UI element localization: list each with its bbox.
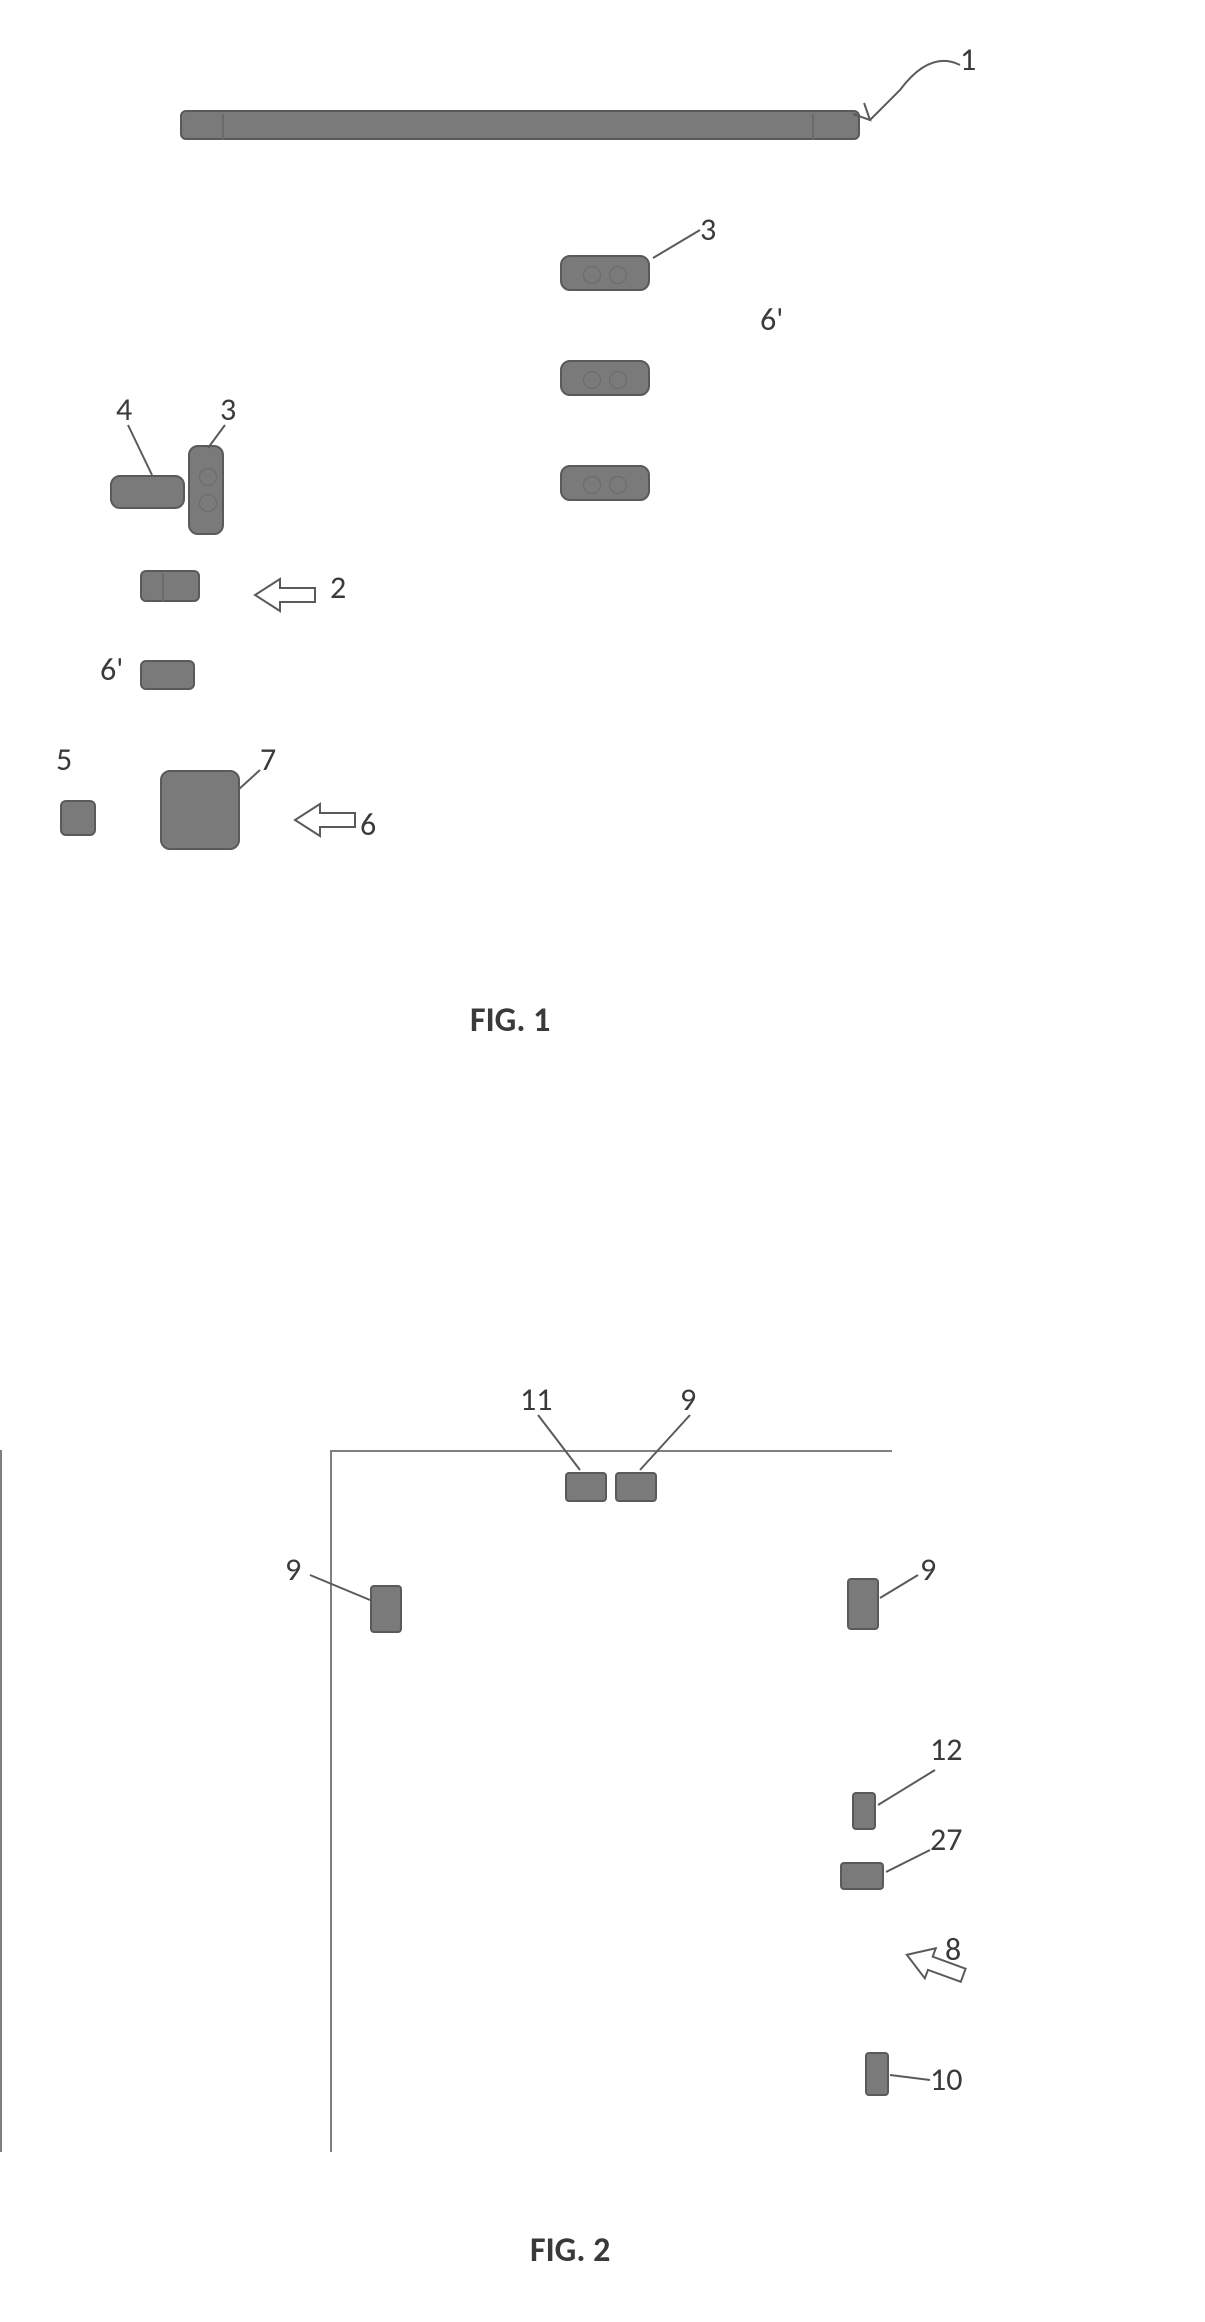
diagram-shape xyxy=(865,2052,889,2096)
callout-label: 6' xyxy=(760,300,783,339)
callout-label: 11 xyxy=(520,1380,552,1419)
callout-label: 7 xyxy=(260,740,276,779)
pointer-arrow xyxy=(290,800,360,840)
callout-label: 3 xyxy=(220,390,236,429)
diagram-shape xyxy=(140,570,200,602)
callout-label: 3 xyxy=(700,210,716,249)
diagram-shape xyxy=(140,660,195,690)
callout-label: FIG. 1 xyxy=(470,1000,550,1041)
callout-label: 9 xyxy=(285,1550,301,1589)
diagram-shape xyxy=(852,1792,876,1830)
diagram-shape xyxy=(110,475,185,509)
diagram-shape xyxy=(560,360,650,396)
diagram-shape xyxy=(160,770,240,850)
diagram-shape xyxy=(565,1472,607,1502)
diagram-shape xyxy=(615,1472,657,1502)
diagram-shape xyxy=(560,255,650,291)
callout-label: FIG. 2 xyxy=(530,2230,610,2271)
pointer-arrow xyxy=(250,575,320,615)
callout-label: 9 xyxy=(680,1380,696,1419)
diagram-shape xyxy=(560,465,650,501)
diagram-shape xyxy=(60,800,96,836)
diagram-shape xyxy=(847,1578,879,1630)
callout-label: 6' xyxy=(100,650,123,689)
diagram-shape xyxy=(180,110,860,140)
callout-label: 10 xyxy=(930,2060,962,2099)
diagram-shape xyxy=(370,1585,402,1633)
callout-label: 6 xyxy=(360,805,376,844)
callout-label: 2 xyxy=(330,568,346,607)
callout-label: 9 xyxy=(920,1550,936,1589)
callout-label: 4 xyxy=(116,390,132,429)
callout-label: 5 xyxy=(56,740,72,779)
callout-label: 12 xyxy=(930,1730,962,1769)
diagram-shape xyxy=(188,445,224,535)
callout-label: 1 xyxy=(960,40,976,79)
callout-label: 27 xyxy=(930,1820,962,1859)
diagram-shape xyxy=(840,1862,884,1890)
pointer-arrow xyxy=(900,1945,970,1985)
